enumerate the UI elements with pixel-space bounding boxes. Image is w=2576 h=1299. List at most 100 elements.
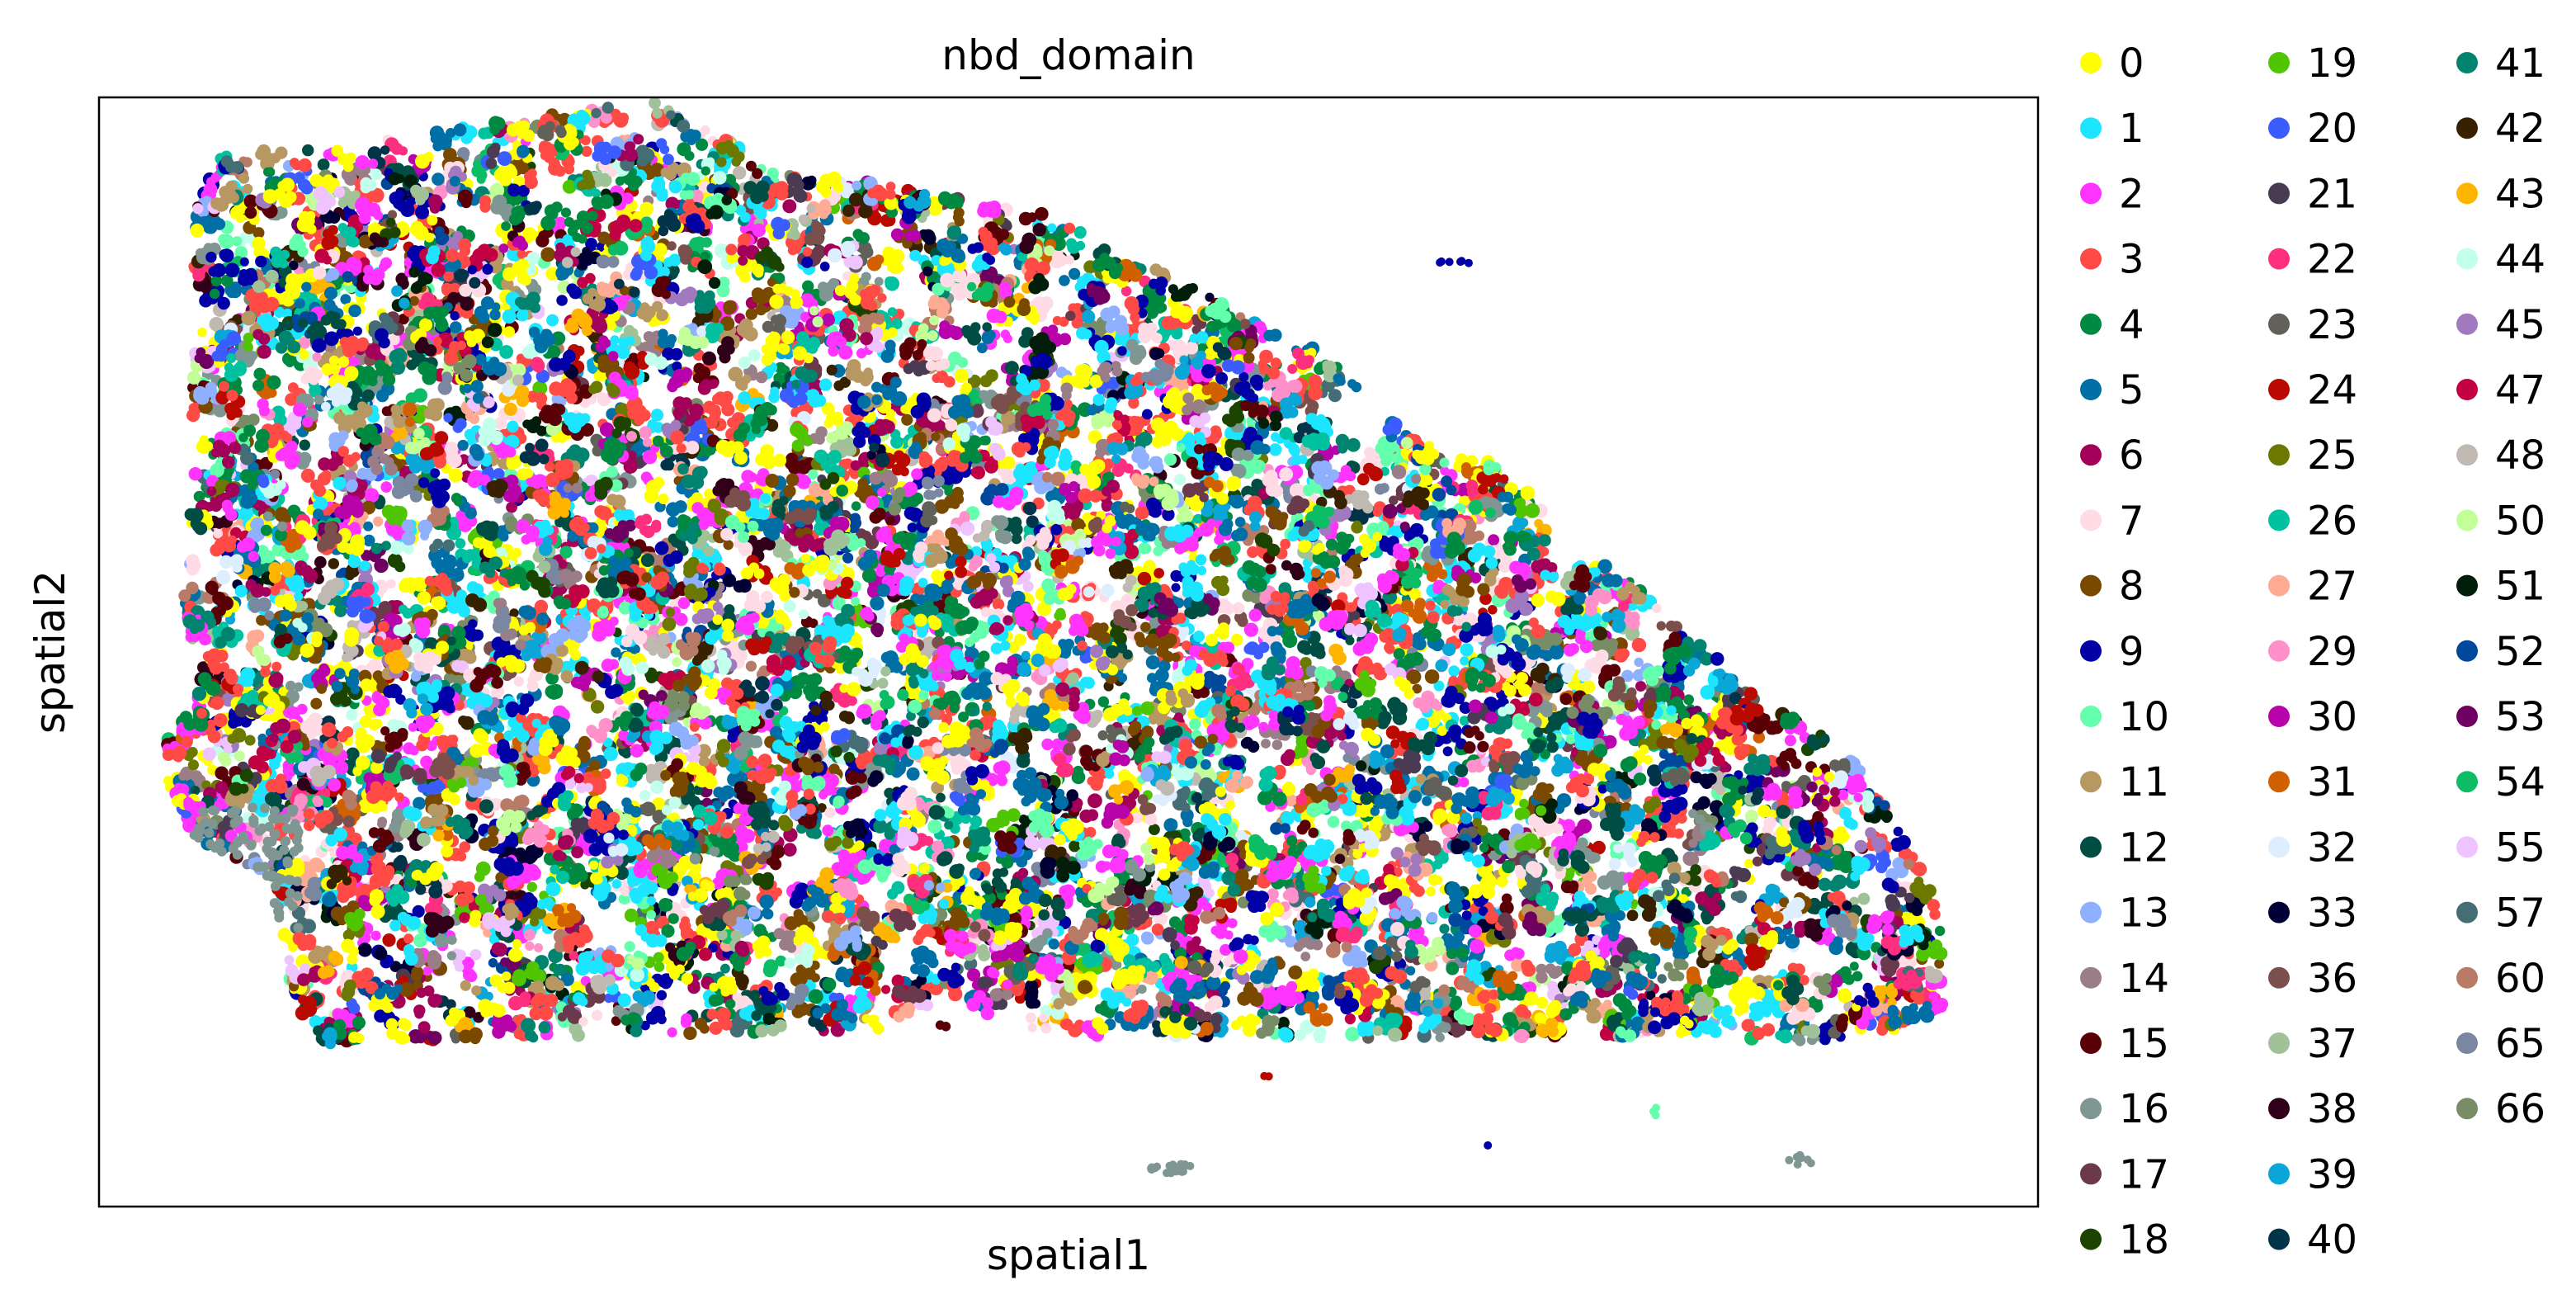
data-point [1364, 446, 1375, 459]
data-point [772, 887, 783, 897]
data-point [1819, 929, 1832, 942]
data-point [1361, 683, 1375, 697]
data-point [1443, 823, 1458, 838]
data-point [247, 413, 260, 426]
data-point [525, 941, 535, 952]
data-point [1026, 985, 1039, 999]
data-point [1271, 739, 1283, 750]
data-point [832, 692, 842, 703]
data-point [1730, 867, 1745, 881]
data-point [1833, 936, 1843, 947]
data-point [1332, 650, 1347, 666]
data-point [1383, 863, 1394, 876]
data-point [1374, 483, 1386, 495]
data-point [880, 666, 891, 677]
data-point [1140, 543, 1152, 555]
data-point [540, 247, 556, 262]
data-point [999, 468, 1012, 479]
data-point [302, 144, 314, 157]
data-point [1788, 962, 1799, 973]
data-point [1041, 738, 1054, 751]
data-point [694, 1018, 707, 1030]
data-point [532, 380, 548, 396]
data-point [402, 820, 416, 833]
data-point [1447, 775, 1459, 786]
data-point [901, 413, 913, 426]
data-point [773, 372, 785, 384]
data-point [630, 644, 640, 654]
data-point [1171, 328, 1183, 340]
data-point [1455, 764, 1469, 777]
data-point [377, 816, 388, 827]
data-point [1157, 302, 1168, 313]
data-point [1368, 665, 1379, 675]
data-point [1071, 317, 1083, 329]
data-point [723, 304, 735, 315]
data-point [970, 815, 983, 828]
data-point [468, 631, 479, 642]
data-point [1013, 633, 1026, 646]
data-point [783, 843, 797, 857]
data-point [346, 709, 358, 721]
data-point [227, 734, 238, 744]
data-point [296, 703, 308, 715]
data-point [547, 686, 561, 700]
data-point [693, 236, 706, 249]
data-point [446, 735, 456, 744]
data-point [373, 719, 383, 729]
data-point [1184, 914, 1196, 926]
data-point [314, 555, 327, 569]
data-point [1442, 746, 1453, 757]
data-point [886, 253, 900, 267]
data-point [1238, 672, 1252, 685]
data-point [1589, 657, 1601, 668]
data-point [1220, 980, 1230, 991]
data-point [1432, 859, 1443, 870]
data-point [1459, 777, 1470, 788]
data-point [960, 813, 971, 824]
data-point [1440, 466, 1450, 476]
data-point [257, 144, 271, 158]
data-points [161, 97, 1949, 1178]
data-point [241, 414, 252, 425]
data-point [894, 263, 904, 273]
data-point [761, 716, 776, 731]
data-point [700, 125, 710, 135]
data-point [1163, 818, 1178, 833]
data-point [1301, 644, 1313, 655]
data-point [403, 742, 415, 755]
data-point [1683, 694, 1694, 706]
data-point [1439, 923, 1450, 934]
data-point [202, 747, 216, 761]
data-point [1531, 681, 1545, 696]
data-point [1059, 316, 1069, 327]
data-point [1833, 829, 1844, 839]
data-point [1295, 569, 1305, 579]
data-point [526, 418, 540, 433]
data-point [1247, 546, 1259, 559]
data-point [1647, 764, 1662, 779]
data-point [653, 422, 664, 433]
data-point [1744, 858, 1754, 868]
data-point [317, 158, 330, 171]
data-point [1281, 560, 1292, 571]
data-point [1310, 641, 1321, 652]
data-point [715, 243, 729, 258]
data-point [417, 833, 431, 847]
data-point [1073, 765, 1084, 777]
data-point [650, 409, 664, 422]
data-point [394, 561, 406, 573]
data-point [927, 957, 939, 969]
data-point [667, 516, 679, 528]
data-point [1426, 886, 1436, 897]
data-point [1168, 916, 1182, 928]
data-point [850, 513, 861, 524]
data-point [1112, 834, 1125, 846]
data-point [782, 199, 797, 214]
data-point [750, 990, 761, 1000]
data-point [683, 1026, 697, 1041]
data-point [398, 146, 408, 156]
data-point [260, 156, 275, 171]
data-point [1765, 883, 1779, 897]
